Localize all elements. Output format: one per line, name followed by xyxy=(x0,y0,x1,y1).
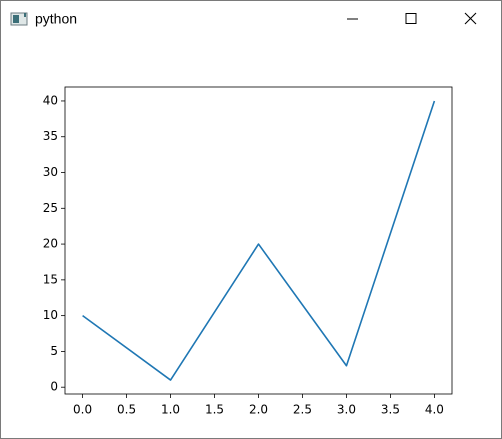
x-tick-label: 4.0 xyxy=(425,403,444,417)
data-line xyxy=(82,100,436,381)
y-tick-label: 40 xyxy=(43,93,58,107)
y-tick-label: 25 xyxy=(43,201,58,215)
x-tick-label: 1.5 xyxy=(205,403,224,417)
x-tick-label: 3.0 xyxy=(337,403,356,417)
y-tick-label: 30 xyxy=(43,165,58,179)
x-tick-label: 2.0 xyxy=(249,403,268,417)
window-title: python xyxy=(35,11,77,27)
title-bar: python xyxy=(10,11,477,27)
x-tick-label: 2.5 xyxy=(293,403,312,417)
y-tick-label: 15 xyxy=(43,272,58,286)
close-button[interactable] xyxy=(464,12,477,25)
x-tick-label: 0.0 xyxy=(73,403,92,417)
x-tick-label: 0.5 xyxy=(117,403,136,417)
y-tick-label: 20 xyxy=(43,237,58,251)
y-tick-label: 10 xyxy=(43,308,58,322)
app-icon xyxy=(10,12,28,26)
x-tick-label: 1.0 xyxy=(161,403,180,417)
maximize-button[interactable] xyxy=(405,13,417,24)
y-tick-label: 35 xyxy=(43,129,58,143)
y-tick-label: 0 xyxy=(50,380,58,394)
plot: 0 5 10 15 20 25 30 35 40 0.0 0.5 1.0 1.5 2.0 2.5 3.0 3.5… xyxy=(43,86,453,417)
y-tick-label: 5 xyxy=(50,344,58,358)
axes-frame xyxy=(64,86,453,395)
x-tick-label: 3.5 xyxy=(381,403,400,417)
